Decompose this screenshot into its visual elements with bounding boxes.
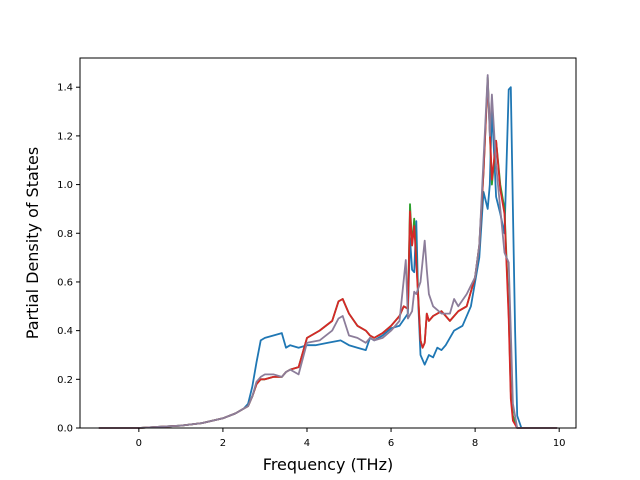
series-line-4 <box>98 74 558 429</box>
y-tick-label: 0.6 <box>57 277 73 288</box>
x-tick-label: 4 <box>304 438 310 449</box>
y-tick-label: 0.8 <box>57 229 73 240</box>
y-tick-label: 0.2 <box>57 375 73 386</box>
x-axis-ticks: 0 2 4 6 8 10 <box>136 428 566 449</box>
y-axis-label: Partial Density of States <box>23 147 42 339</box>
y-tick-label: 1.4 <box>57 83 73 94</box>
y-tick-label: 1.0 <box>57 180 73 191</box>
x-tick-label: 8 <box>472 438 478 449</box>
y-tick-label: 0.0 <box>57 424 73 435</box>
x-axis-label: Frequency (THz) <box>263 455 393 474</box>
plot-lines <box>98 74 558 429</box>
y-tick-label: 1.2 <box>57 131 73 142</box>
x-tick-label: 0 <box>136 438 142 449</box>
y-tick-label: 0.4 <box>57 326 73 337</box>
y-axis-ticks: 0.0 0.2 0.4 0.6 0.8 1.0 1.2 1.4 <box>57 83 80 435</box>
x-tick-label: 10 <box>553 438 566 449</box>
x-tick-label: 6 <box>388 438 394 449</box>
axes-frame <box>79 57 577 429</box>
x-tick-label: 2 <box>220 438 226 449</box>
